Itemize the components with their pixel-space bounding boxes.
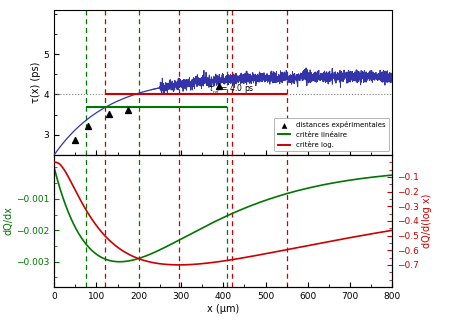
- Point: [72, 137, 79, 142]
- Y-axis label: dQ/d(log x): dQ/d(log x): [422, 194, 432, 248]
- Y-axis label: τ(x) (ps): τ(x) (ps): [31, 62, 41, 103]
- Text: $\tau_{_{ref}}$ = 4.0 ps: $\tau_{_{ref}}$ = 4.0 ps: [208, 82, 255, 96]
- Legend: distances expérimentales, critère linéaire, critère log.: distances expérimentales, critère linéai…: [274, 118, 389, 152]
- Y-axis label: dQ/dx: dQ/dx: [3, 206, 13, 235]
- Point: [124, 107, 132, 112]
- Point: [106, 111, 113, 116]
- Point: [216, 83, 223, 88]
- Point: [84, 123, 92, 128]
- X-axis label: x (μm): x (μm): [207, 304, 239, 314]
